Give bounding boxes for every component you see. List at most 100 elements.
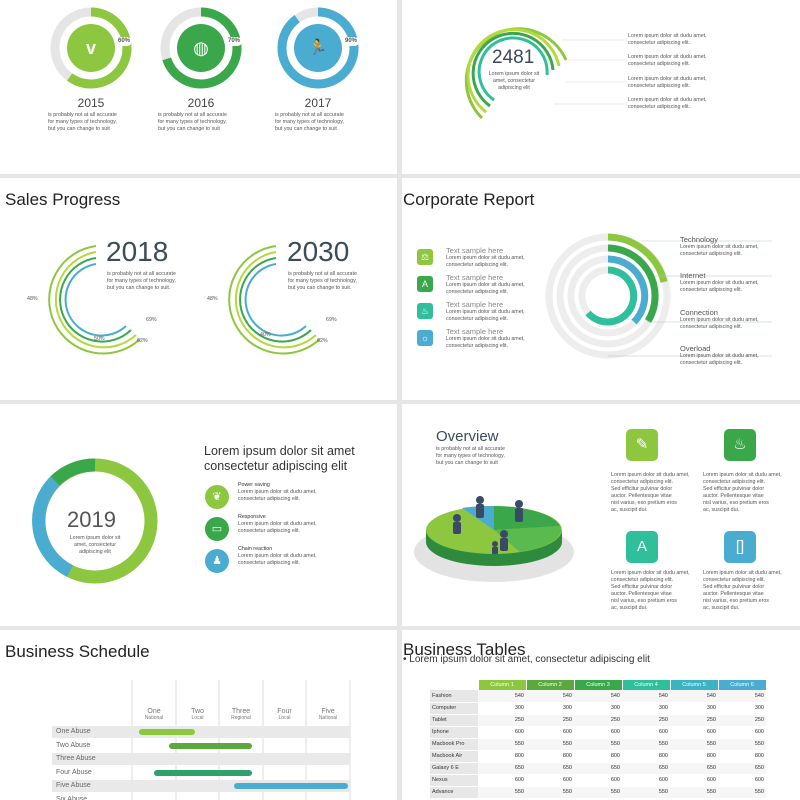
table-row: Iphone 600 600 600 600 600 600 <box>430 726 766 739</box>
row-label: Four Abuse <box>56 768 92 776</box>
runner-icon: 🏃 <box>308 39 328 56</box>
corner-cell <box>430 680 479 690</box>
category-block: Internet Lorem ipsum dolor sit dudu amet… <box>680 271 759 293</box>
column-header: Column 1 <box>478 680 527 690</box>
category-block: Connection Lorem ipsum dolor sit dudu am… <box>680 308 759 330</box>
table-cell: 550 <box>670 738 718 751</box>
table-cell: 550 <box>574 738 622 751</box>
table-cell: 550 <box>478 786 526 799</box>
slide-2019-donut[interactable]: 2019 Lorem ipsum dolor sit amet, consecte… <box>0 404 397 626</box>
list-item: Text sample here Lorem ipsum dolor sit d… <box>446 327 525 349</box>
slide-business-schedule[interactable]: Business Schedule One National Two Local T… <box>0 630 397 800</box>
year-description: is probably not at all accurate for many … <box>275 112 344 132</box>
flame-icon: ♨ <box>417 303 433 319</box>
schedule-bar[interactable] <box>234 783 348 789</box>
year-label: 2016 <box>187 96 215 110</box>
year-description: is probably not at all accurate for many … <box>158 112 227 132</box>
card-text: Lorem ipsum dolor sit dudu amet, consecte… <box>611 570 690 611</box>
category-block: Technology Lorem ipsum dolor sit dudu am… <box>680 235 759 257</box>
column-header: Three Regional <box>231 708 251 721</box>
slide-business-tables[interactable]: Business Tables • Lorem ipsum dolor sit … <box>402 630 800 800</box>
slide-title: Business Tables <box>403 640 526 659</box>
schedule-bar[interactable] <box>138 729 196 735</box>
year-heading: 2030 <box>287 236 350 267</box>
table-cell: 300 <box>478 702 526 715</box>
chart-description: is probably not at all accurate for many … <box>288 271 357 291</box>
table-header-row: Column 1 Column 2 Column 3 Column 4 Colu… <box>430 680 767 690</box>
row-label: Nexus <box>430 774 478 787</box>
column-header: Two Local <box>191 708 204 721</box>
center-number: 2481 <box>492 47 535 68</box>
table-cell: 550 <box>718 786 766 799</box>
year-label: 2017 <box>304 96 332 110</box>
arc-label: 62% <box>317 338 328 344</box>
schedule-bar[interactable] <box>153 769 252 776</box>
table-row: Advance 550 550 550 550 550 550 <box>430 786 766 799</box>
table-cell: 600 <box>718 726 766 739</box>
list-item: Text sample here Lorem ipsum dolor sit d… <box>446 246 525 268</box>
slide-overview[interactable]: Overview is probably not at all accurate… <box>402 404 800 626</box>
pen-icon: ✎ <box>626 429 658 461</box>
table-cell: 600 <box>478 726 526 739</box>
slide-corporate-report[interactable]: Corporate Report ⚖ A ♨ ☼ Text sample her… <box>402 178 800 400</box>
center-description: Lorem ipsum dolor sit amet, consectetur ad… <box>488 71 540 91</box>
table-cell: 650 <box>574 762 622 775</box>
table-cell: 800 <box>526 750 574 763</box>
table-cell: 300 <box>574 702 622 715</box>
arc-label: 40% <box>260 332 271 338</box>
table-row: Macbook Pro 550 550 550 550 550 550 <box>430 738 766 751</box>
year-label: 2015 <box>77 96 105 110</box>
slide-title: Business Schedule <box>5 642 150 661</box>
table-cell: 600 <box>670 774 718 787</box>
slide-sales-progress[interactable]: Sales Progress 2018 is probably not at a… <box>0 178 397 400</box>
table-cell: 250 <box>574 714 622 727</box>
slide-donut-years[interactable]: v ◍ 🏃 60% 70% 90% 2015 2016 2017 is prob… <box>0 0 397 174</box>
vimeo-icon: v <box>85 38 96 58</box>
row-label: Computer <box>430 702 478 715</box>
table-cell: 250 <box>478 714 526 727</box>
schedule-row: Six Abuse <box>52 794 350 800</box>
table-cell: 600 <box>526 774 574 787</box>
slide-2481-rings[interactable]: 2481 Lorem ipsum dolor sit amet, consecte… <box>402 0 800 174</box>
arc-label: 48% <box>207 296 218 302</box>
person-icon: ♟ <box>205 549 229 573</box>
schedule-bar[interactable] <box>169 742 252 749</box>
arc-label: 50% <box>94 336 105 342</box>
table-cell: 650 <box>670 762 718 775</box>
schedule-row: Two Abuse <box>52 740 350 752</box>
slide-title: Sales Progress <box>5 190 121 209</box>
table-cell: 540 <box>670 690 718 703</box>
note-text: Lorem ipsum dolor sit dudu amet, consecte… <box>628 76 707 89</box>
data-table: Column 1 Column 2 Column 3 Column 4 Colu… <box>430 680 767 799</box>
table-cell: 540 <box>478 690 526 703</box>
schedule-row: Three Abuse <box>52 753 350 765</box>
basketball-icon: ◍ <box>193 38 209 58</box>
table-cell: 300 <box>670 702 718 715</box>
row-label: Macbook Air <box>430 750 478 763</box>
slide-title: Corporate Report <box>403 190 535 209</box>
monitor-icon: ▭ <box>205 517 229 541</box>
table-cell: 600 <box>718 774 766 787</box>
fire-icon: ♨ <box>724 429 756 461</box>
leaf-icon: ❦ <box>205 485 229 509</box>
table-cell: 600 <box>526 726 574 739</box>
donut-description: Lorem ipsum dolor sit amet, consectetur ad… <box>69 535 121 555</box>
bullet-text: • Lorem ipsum dolor sit amet, consectetu… <box>403 654 650 665</box>
table-cell: 250 <box>526 714 574 727</box>
column-header: One National <box>144 708 164 721</box>
table-cell: 300 <box>526 702 574 715</box>
row-label: Galaxy 6 E <box>430 762 478 775</box>
table-cell: 800 <box>622 750 670 763</box>
column-header: Column 3 <box>574 680 623 690</box>
donut-2019 <box>32 458 158 584</box>
note-text: Lorem ipsum dolor sit dudu amet, consecte… <box>628 54 707 67</box>
percent-label: 90% <box>343 37 360 46</box>
table-cell: 600 <box>622 774 670 787</box>
table-row: Computer 300 300 300 300 300 300 <box>430 702 766 715</box>
arc-label: 62% <box>137 338 148 344</box>
table-cell: 300 <box>718 702 766 715</box>
card-text: Lorem ipsum dolor sit dudu amet, consecte… <box>703 570 782 611</box>
schedule-row: One Abuse <box>52 726 350 738</box>
row-label: Advance <box>430 786 478 799</box>
